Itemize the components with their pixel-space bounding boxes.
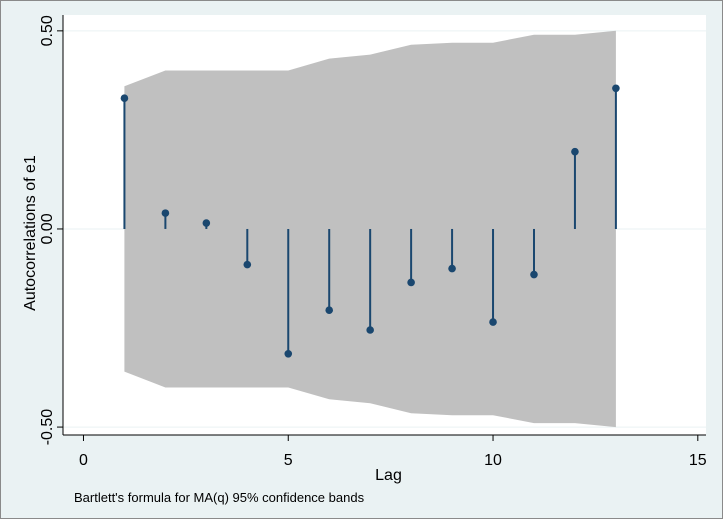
y-axis-title: Autocorrelations of e1 [22,155,39,311]
marker-lag-5 [284,349,293,358]
confidence-band [124,30,616,428]
marker-lag-6 [325,306,334,314]
y-tick-label: 0.00 [39,213,56,244]
y-tick-label: 0.50 [39,15,56,46]
marker-lag-12 [571,147,579,156]
marker-lag-9 [448,264,456,273]
x-tick-label: 0 [79,452,88,469]
y-tick-label: -0.50 [39,409,56,446]
x-axis-ticks: 0 5 10 15 [79,435,707,469]
marker-lag-7 [366,326,374,334]
axes [62,15,706,436]
marker-lag-2 [161,209,170,217]
x-tick-label: 5 [284,452,293,469]
marker-lag-10 [489,318,497,326]
marker-lag-1 [120,94,129,103]
marker-lag-8 [407,278,415,287]
marker-lag-11 [530,270,538,279]
x-axis-title: Lag [375,467,402,484]
marker-lag-3 [202,219,211,227]
chart-note: Bartlett's formula for MA(q) 95% confide… [74,490,365,505]
marker-lag-13 [612,84,620,93]
marker-lag-4 [243,260,252,269]
x-tick-label: 10 [484,452,502,469]
markers [120,84,620,358]
stems [123,88,617,354]
x-tick-label: 15 [689,452,707,469]
y-axis-ticks: -0.50 0.00 0.50 [39,15,63,445]
